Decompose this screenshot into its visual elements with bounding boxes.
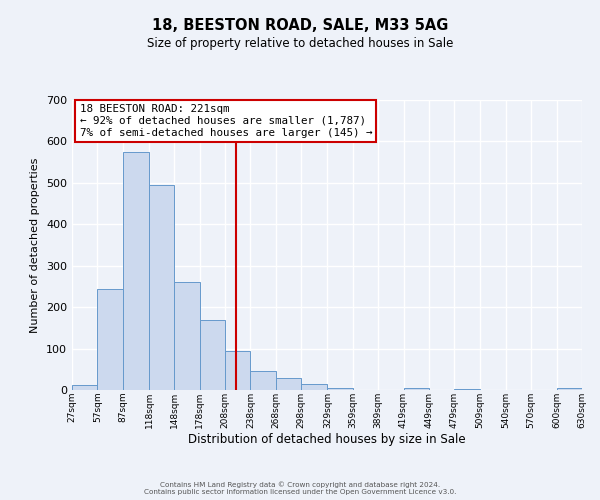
Bar — [123, 152, 149, 390]
X-axis label: Distribution of detached houses by size in Sale: Distribution of detached houses by size … — [188, 434, 466, 446]
Bar — [72, 385, 97, 390]
Text: Size of property relative to detached houses in Sale: Size of property relative to detached ho… — [147, 38, 453, 51]
Bar — [276, 378, 301, 390]
Bar — [97, 288, 123, 390]
Bar — [175, 282, 200, 390]
Bar — [301, 384, 328, 390]
Bar — [200, 320, 225, 390]
Text: 18, BEESTON ROAD, SALE, M33 5AG: 18, BEESTON ROAD, SALE, M33 5AG — [152, 18, 448, 32]
Bar — [328, 388, 353, 390]
Bar — [557, 388, 582, 390]
Bar — [149, 185, 175, 390]
Text: 18 BEESTON ROAD: 221sqm
← 92% of detached houses are smaller (1,787)
7% of semi-: 18 BEESTON ROAD: 221sqm ← 92% of detache… — [80, 104, 372, 138]
Y-axis label: Number of detached properties: Number of detached properties — [31, 158, 40, 332]
Bar — [404, 388, 429, 390]
Bar — [454, 389, 479, 390]
Bar — [250, 370, 276, 390]
Bar — [225, 352, 250, 390]
Text: Contains HM Land Registry data © Crown copyright and database right 2024.
Contai: Contains HM Land Registry data © Crown c… — [144, 482, 456, 495]
